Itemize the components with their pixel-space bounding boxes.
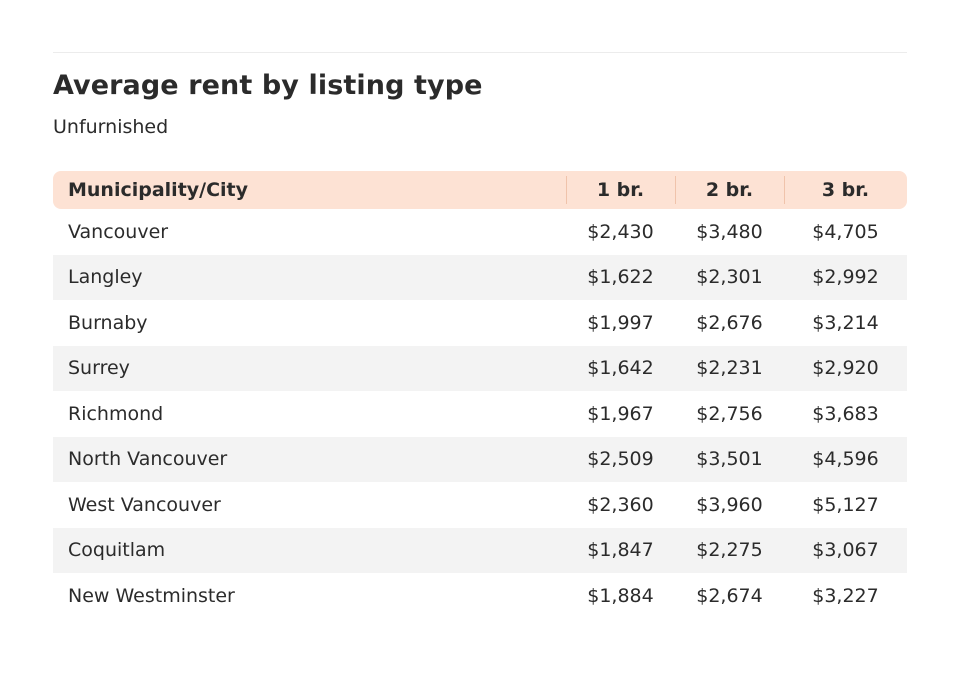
table-row: New Westminster $1,884 $2,674 $3,227 — [53, 573, 907, 619]
rent-2br-cell: $3,960 — [696, 493, 763, 516]
rent-3br-cell: $5,127 — [812, 493, 879, 516]
rent-2br-cell: $2,275 — [675, 527, 784, 573]
city-cell: Vancouver — [68, 220, 169, 243]
rent-3br-cell: $2,920 — [784, 345, 907, 391]
city-cell: West Vancouver — [68, 493, 221, 516]
city-cell: Surrey — [53, 345, 566, 391]
table-row: Coquitlam $1,847 $2,275 $3,067 — [53, 527, 907, 573]
table-row: Langley $1,622 $2,301 $2,992 — [53, 254, 907, 300]
table-body: Vancouver $2,430 $3,480 $4,705 Langley $… — [53, 209, 907, 619]
table-row: Surrey $1,642 $2,231 $2,920 — [53, 345, 907, 391]
table-row: North Vancouver $2,509 $3,501 $4,596 — [53, 436, 907, 482]
rent-2br-cell: $2,674 — [696, 584, 763, 607]
table-row: Vancouver $2,430 $3,480 $4,705 — [53, 209, 907, 255]
rent-2br-cell: $3,480 — [696, 220, 763, 243]
header-2br: 2 br. — [675, 171, 784, 209]
header-row: Municipality/City 1 br. 2 br. 3 br. — [53, 171, 907, 209]
city-cell: Richmond — [68, 402, 164, 425]
city-cell: North Vancouver — [53, 436, 566, 482]
rent-3br-cell: $3,067 — [784, 527, 907, 573]
table-row: Burnaby $1,997 $2,676 $3,214 — [53, 300, 907, 346]
chart-subtitle: Unfurnished — [53, 116, 169, 138]
header-1br: 1 br. — [566, 171, 675, 209]
rent-3br-cell: $3,227 — [812, 584, 879, 607]
chart-title: Average rent by listing type — [53, 70, 483, 101]
rent-1br-cell: $1,642 — [566, 345, 675, 391]
rent-1br-cell: $2,509 — [566, 436, 675, 482]
rent-2br-cell: $2,756 — [696, 402, 763, 425]
city-cell: Burnaby — [68, 311, 148, 334]
header-municipality: Municipality/City — [53, 171, 566, 209]
table-header: Municipality/City 1 br. 2 br. 3 br. — [53, 171, 907, 209]
rent-1br-cell: $2,430 — [587, 220, 654, 243]
top-divider — [53, 52, 907, 53]
rent-1br-cell: $1,884 — [587, 584, 654, 607]
table-row: Richmond $1,967 $2,756 $3,683 — [53, 391, 907, 437]
rent-2br-cell: $3,501 — [675, 436, 784, 482]
rent-3br-cell: $4,596 — [784, 436, 907, 482]
rent-3br-cell: $3,683 — [812, 402, 879, 425]
rent-3br-cell: $2,992 — [784, 254, 907, 300]
rent-table: Municipality/City 1 br. 2 br. 3 br. Vanc… — [53, 171, 907, 619]
table-row: West Vancouver $2,360 $3,960 $5,127 — [53, 482, 907, 528]
rent-3br-cell: $3,214 — [812, 311, 879, 334]
rent-1br-cell: $2,360 — [587, 493, 654, 516]
rent-2br-cell: $2,676 — [696, 311, 763, 334]
city-cell: Langley — [53, 254, 566, 300]
rent-2br-cell: $2,301 — [675, 254, 784, 300]
city-cell: New Westminster — [68, 584, 235, 607]
rent-1br-cell: $1,847 — [566, 527, 675, 573]
rent-1br-cell: $1,967 — [587, 402, 654, 425]
header-3br: 3 br. — [784, 171, 907, 209]
rent-1br-cell: $1,622 — [566, 254, 675, 300]
city-cell: Coquitlam — [53, 527, 566, 573]
rent-3br-cell: $4,705 — [812, 220, 879, 243]
rent-2br-cell: $2,231 — [675, 345, 784, 391]
rent-1br-cell: $1,997 — [587, 311, 654, 334]
